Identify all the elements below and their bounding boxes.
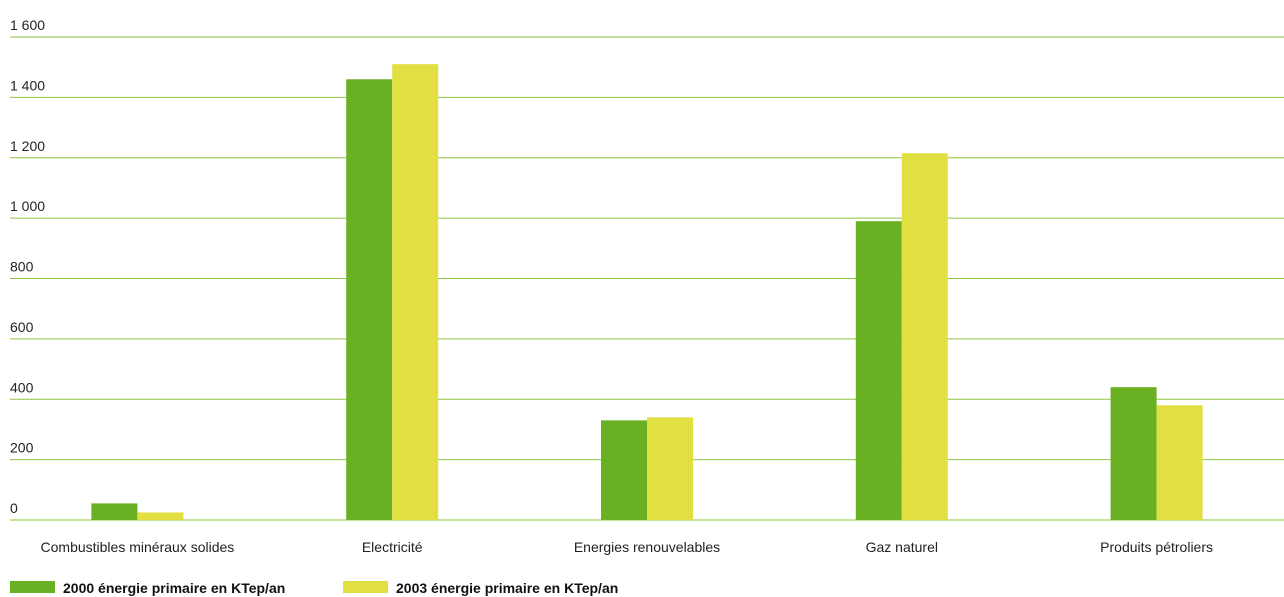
y-tick-label: 1 000	[10, 198, 45, 214]
bar-series-2003	[647, 417, 693, 520]
x-tick-label: Energies renouvelables	[574, 539, 720, 555]
x-tick-label: Produits pétroliers	[1100, 539, 1213, 555]
y-tick-label: 1 600	[10, 17, 45, 33]
x-tick-label: Gaz naturel	[866, 539, 938, 555]
bar-series-2003	[901, 153, 948, 521]
bar-series-2003	[1156, 405, 1203, 520]
y-tick-label: 1 200	[10, 138, 45, 154]
x-axis-labels: Combustibles minéraux solides Electricité…	[41, 539, 1213, 555]
bars	[91, 64, 1203, 521]
bar-series-2000	[346, 79, 393, 520]
y-tick-label: 0	[10, 500, 18, 516]
y-axis-ticks: 0 200 400 600 800 1 000 1 200 1 400 1 600	[10, 17, 45, 516]
y-tick-label: 400	[10, 379, 34, 395]
bar-series-2003	[137, 512, 184, 520]
bar-series-2000	[1110, 387, 1157, 520]
y-tick-label: 600	[10, 319, 34, 335]
legend-swatch	[10, 581, 55, 593]
x-tick-label: Electricité	[362, 539, 423, 555]
legend-swatch	[343, 581, 388, 593]
x-tick-label: Combustibles minéraux solides	[41, 539, 235, 555]
gridlines	[10, 36, 1284, 521]
bar-series-2000	[91, 503, 138, 520]
y-tick-label: 1 400	[10, 77, 45, 93]
legend-label: 2000 énergie primaire en KTep/an	[63, 580, 285, 596]
legend: 2000 énergie primaire en KTep/an 2003 éne…	[10, 580, 618, 596]
y-tick-label: 800	[10, 259, 34, 275]
bar-series-2000	[601, 420, 647, 520]
legend-label: 2003 énergie primaire en KTep/an	[396, 580, 618, 596]
bar-series-2003	[392, 64, 439, 520]
bar-series-2000	[855, 221, 902, 521]
y-tick-label: 200	[10, 440, 34, 456]
